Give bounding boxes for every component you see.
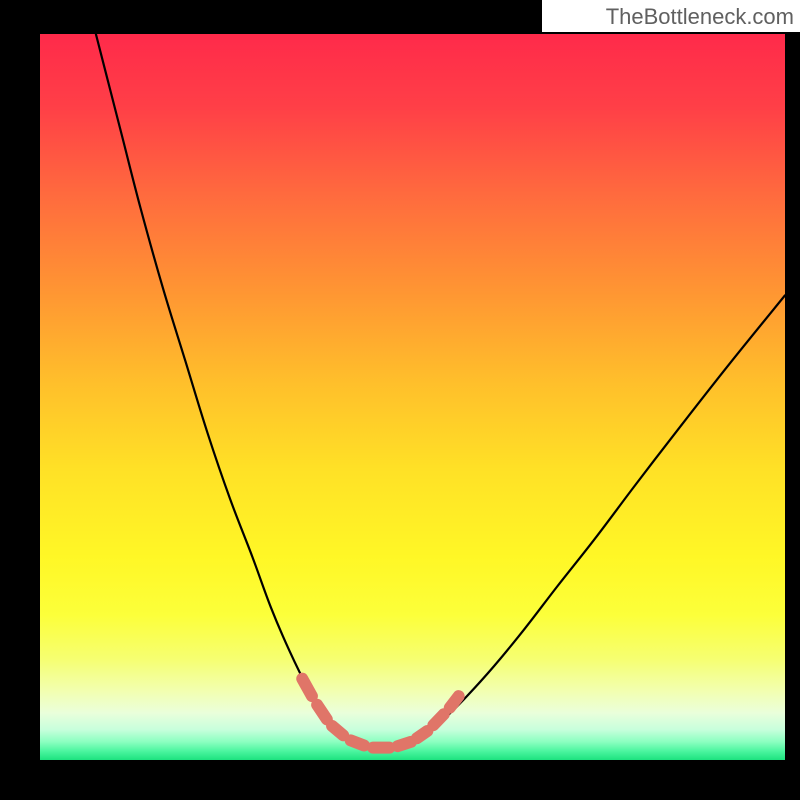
gradient-background [40, 34, 785, 760]
highlight-pad [302, 679, 312, 696]
highlight-pad [351, 740, 364, 745]
highlight-pad [317, 705, 327, 720]
highlight-pad [417, 731, 427, 738]
highlight-pad [450, 696, 459, 708]
attribution-label: TheBottleneck.com [542, 0, 800, 32]
highlight-pad [433, 714, 443, 725]
highlight-pad [398, 742, 411, 746]
highlight-pad [332, 726, 343, 735]
attribution-text: TheBottleneck.com [606, 4, 794, 29]
plot-svg [40, 34, 785, 760]
chart-stage: TheBottleneck.com [0, 0, 800, 800]
plot-area [40, 34, 785, 760]
